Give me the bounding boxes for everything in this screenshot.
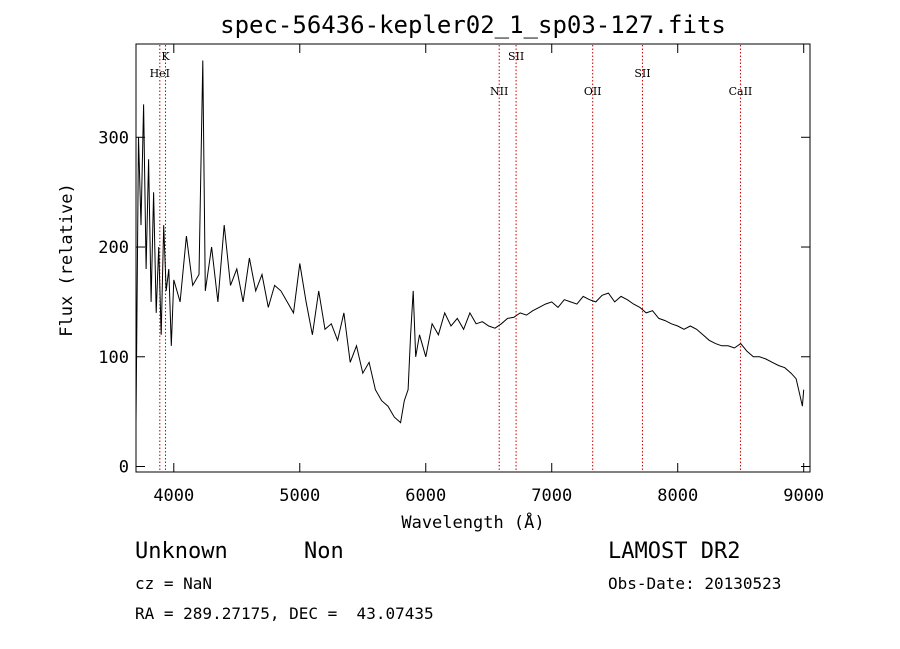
emission-line-label: HeI [150,67,170,80]
plot-frame [135,43,811,473]
x-tick-label: 6000 [405,486,446,506]
x-tick-label: 5000 [279,486,320,506]
chart-title: spec-56436-kepler02_1_sp03-127.fits [220,11,726,39]
emission-line-label: SII [508,50,524,63]
y-tick-label: 0 [119,458,129,478]
x-axis-label: Wavelength (Å) [401,511,544,533]
redshift-value: cz = NaN [135,574,213,593]
y-tick-label: 300 [98,128,129,148]
observation-date: Obs-Date: 20130523 [608,574,782,593]
object-subclass: Non [304,539,344,564]
emission-line-label: OII [584,85,602,98]
emission-line-label: K [161,50,170,63]
emission-line-label: CaII [729,85,753,98]
x-tick-label: 8000 [657,486,698,506]
y-axis-label: Flux (relative) [57,183,77,337]
emission-line-label: NII [490,85,508,98]
y-tick-label: 200 [98,238,129,258]
sky-coordinates: RA = 289.27175, DEC = 43.07435 [135,604,434,623]
spectrum-line [135,60,805,424]
chart-marks: 4000 5000 6000 7000 8000 9000 0 100 200 300 K HeI NI… [98,44,824,506]
x-tick-label: 9000 [783,486,824,506]
emission-line-label: SII [634,67,650,80]
survey-name: LAMOST DR2 [608,539,741,564]
x-tick-label: 4000 [153,486,194,506]
object-class: Unknown [135,539,228,564]
y-tick-label: 100 [98,348,129,368]
x-tick-label: 7000 [531,486,572,506]
